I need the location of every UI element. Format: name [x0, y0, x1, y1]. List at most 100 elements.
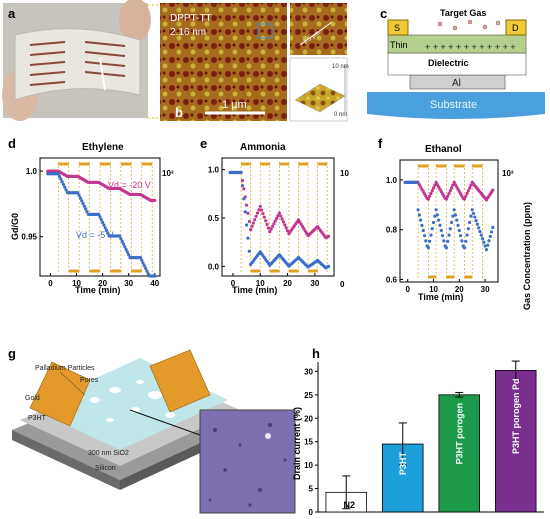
sem-image	[199, 409, 296, 514]
data-point	[421, 228, 425, 233]
sem-texture	[208, 423, 287, 507]
data-point	[417, 213, 421, 217]
data-point	[270, 224, 275, 228]
data-point	[266, 226, 271, 230]
panel-g: g Gold P3HT 300 nm SiO2 Silicon Palladiu…	[8, 346, 296, 514]
y-tick-label: 25	[304, 391, 313, 400]
data-point	[77, 193, 81, 197]
data-point	[420, 223, 424, 227]
data-point	[482, 240, 486, 244]
panel-f: 0 10 20 30 0.6 0.8 1.0	[386, 159, 499, 294]
data-point	[484, 248, 488, 252]
y-tick-label: 0.6	[386, 276, 398, 285]
data-point	[85, 209, 89, 214]
source-label: S	[394, 23, 400, 33]
x-tick-label: 30	[481, 285, 490, 294]
panel-h: 0 5 10 15 20 25 30 N2 P3HT P3HT porogen P3HT porog…	[304, 360, 544, 517]
data-point	[452, 208, 456, 212]
data-point	[468, 186, 472, 190]
panel-e-title: Ammonia	[240, 142, 286, 153]
data-point	[127, 253, 131, 257]
data-point	[486, 243, 490, 247]
afm-zoom-image	[290, 3, 347, 55]
data-point	[488, 234, 492, 238]
data-point	[145, 269, 149, 273]
panel-label-b: b	[175, 105, 183, 120]
data-point	[265, 222, 269, 226]
y-tick-label: 0.95	[21, 233, 37, 242]
data-point	[240, 184, 245, 188]
data-point	[422, 234, 427, 238]
data-point	[464, 239, 468, 244]
data-point	[262, 215, 266, 219]
data-point	[470, 208, 474, 212]
data-point	[279, 214, 283, 218]
dimension-line	[299, 21, 333, 46]
panel-d-right-top: 10³	[162, 169, 174, 178]
data-point	[101, 220, 105, 225]
data-point	[84, 207, 88, 211]
data-point	[249, 227, 253, 232]
data-point	[440, 234, 445, 238]
data-point	[433, 183, 437, 187]
panel-b: DPPT-TT 2.16 nm 1 μm b 1.5 μm 10 nm 0 nm	[160, 3, 349, 122]
panel-e-xlabel: Time (min)	[232, 285, 277, 295]
panel-label-h: h	[312, 346, 320, 361]
x-tick-label: 0	[48, 279, 53, 288]
substrate-label: Substrate	[430, 99, 477, 111]
data-point	[473, 215, 477, 219]
data-point	[451, 214, 455, 218]
data-point	[439, 228, 443, 233]
data-point	[453, 213, 458, 217]
electrode-array	[29, 41, 126, 86]
data-point	[281, 220, 286, 224]
data-point	[258, 204, 262, 208]
data-point	[80, 199, 84, 203]
scale-bar-label: 1 μm	[222, 99, 247, 111]
panel-d-xlabel: Time (min)	[75, 285, 120, 295]
data-point	[483, 244, 487, 248]
data-point	[475, 222, 479, 226]
data-point	[239, 170, 243, 175]
thin-film-layer	[387, 34, 527, 54]
data-point	[444, 197, 449, 201]
x-tick-label: 20	[455, 285, 464, 294]
data-point	[140, 258, 144, 262]
bar-label: P3HT	[398, 452, 408, 476]
data-point	[460, 239, 464, 243]
data-point	[433, 214, 437, 218]
data-point	[99, 218, 103, 222]
palladium-label: Palladium Particles	[35, 365, 95, 372]
data-point	[489, 230, 494, 234]
y-tick-label: 1.0	[208, 166, 220, 175]
gate-label: Al	[452, 78, 461, 89]
data-point	[416, 208, 420, 212]
panel-label-f: f	[378, 136, 383, 151]
data-point	[246, 211, 250, 215]
gold-label: Gold	[25, 395, 40, 402]
data-point	[60, 180, 64, 184]
x-tick-label: 10	[256, 279, 265, 288]
y-tick-label: 20	[304, 414, 313, 423]
bar-label: P3HT porogen	[454, 403, 464, 465]
x-tick-label: 10	[429, 285, 438, 294]
data-point	[138, 256, 143, 260]
data-point	[251, 221, 256, 225]
data-point	[487, 239, 491, 243]
data-point	[431, 186, 436, 190]
x-tick-label: 10	[72, 279, 81, 288]
data-point	[153, 198, 157, 203]
data-point	[284, 226, 288, 230]
panel-e-right-bottom: 0	[340, 280, 345, 289]
vd-20-label: Vd = -20 V	[108, 180, 151, 190]
data-point	[491, 225, 495, 230]
y-tick-label: 30	[304, 367, 313, 376]
data-point	[269, 227, 273, 231]
data-point	[243, 210, 247, 214]
source-electrode	[387, 19, 409, 36]
panel-label-c: c	[380, 6, 387, 21]
pores-label: Pores	[80, 377, 99, 384]
data-point	[429, 233, 433, 237]
data-point	[253, 218, 257, 222]
